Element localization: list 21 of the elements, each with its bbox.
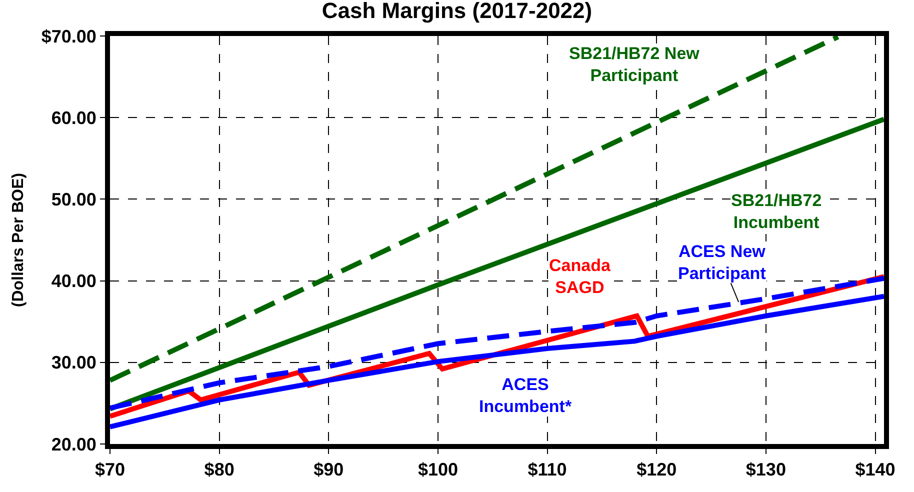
x-tick-label: $70 — [94, 460, 126, 480]
x-tick-label: $120 — [636, 460, 677, 480]
series-label: ACES New Participant — [678, 242, 766, 284]
x-tick-label: $90 — [314, 460, 344, 480]
y-tick-label: 60.00 — [51, 108, 96, 128]
x-tick-label: $80 — [204, 460, 234, 480]
y-axis-title: (Dollars Per BOE) — [10, 172, 28, 308]
series-label: SB21/HB72 Incumbent — [731, 191, 822, 232]
x-tick-label: $130 — [746, 460, 786, 480]
series-label: Canada SAGD — [549, 256, 611, 298]
chart-title: Cash Margins (2017-2022) — [322, 0, 592, 23]
y-tick-label: 40.00 — [51, 271, 96, 292]
x-tick-label: $110 — [528, 460, 567, 480]
y-tick-label: $70.00 — [41, 26, 96, 46]
series-label: ACES Incumbent* — [479, 375, 572, 416]
series-label: SB21/HB72 New Participant — [569, 44, 700, 86]
y-tick-label: 20.00 — [51, 434, 96, 454]
x-tick-label: $100 — [418, 460, 458, 480]
y-tick-label: 50.00 — [51, 190, 96, 210]
y-tick-label: 30.00 — [51, 352, 96, 373]
x-tick-label: $140 — [855, 460, 896, 480]
